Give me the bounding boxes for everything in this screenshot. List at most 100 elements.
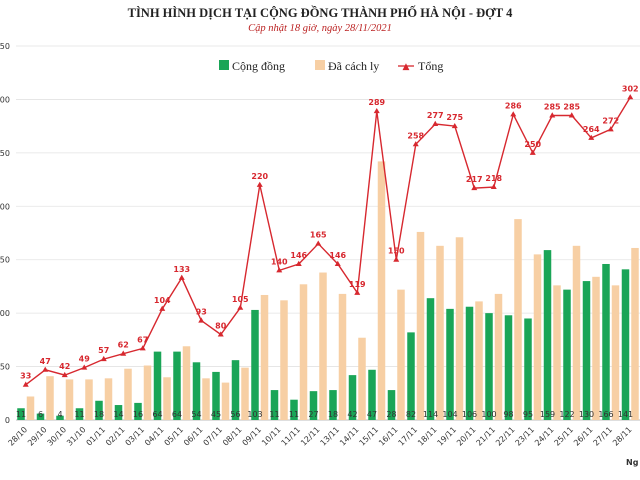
- bar-cong-dong: [17, 408, 25, 420]
- bar-da-cach-ly: [416, 231, 425, 420]
- total-point: [529, 149, 536, 155]
- x-tick-label: 15/11: [357, 425, 380, 448]
- x-tick-label: 24/11: [533, 425, 556, 448]
- x-tick-label: 27/11: [591, 425, 614, 448]
- bar-cong-dong: [368, 369, 376, 420]
- bar-label-cong-dong: 11: [16, 410, 26, 419]
- x-tick-label: 17/11: [396, 425, 419, 448]
- bar-label-cong-dong: 11: [269, 410, 279, 419]
- y-tick-label: 300: [0, 95, 10, 104]
- total-series-line: [25, 96, 631, 386]
- total-data-label: 250: [524, 140, 541, 149]
- total-data-label: 289: [368, 98, 385, 107]
- bar-da-cach-ly: [358, 337, 366, 420]
- bar-da-cach-ly: [494, 293, 503, 420]
- bar-da-cach-ly: [163, 377, 171, 420]
- total-point: [607, 126, 614, 132]
- total-point: [334, 260, 341, 266]
- bar-cong-dong: [582, 281, 591, 420]
- x-tick-label: 14/11: [338, 425, 361, 448]
- legend-swatch-cong-dong: [219, 60, 229, 70]
- bar-da-cach-ly: [338, 293, 347, 420]
- bar-cong-dong: [485, 313, 493, 420]
- bar-cong-dong: [212, 371, 220, 420]
- total-data-label: 47: [40, 357, 51, 366]
- total-point: [256, 181, 263, 187]
- chart-title: TÌNH HÌNH DỊCH TẠI CỘNG ĐỒNG THÀNH PHỐ H…: [127, 6, 513, 20]
- bar-label-cong-dong: 82: [406, 410, 416, 419]
- total-data-label: 49: [79, 355, 91, 364]
- total-point: [42, 366, 49, 372]
- total-data-label: 80: [215, 322, 227, 331]
- total-point: [315, 240, 322, 246]
- total-data-label: 285: [563, 102, 580, 111]
- total-data-label: 104: [154, 296, 171, 305]
- total-data-label: 277: [427, 111, 444, 120]
- total-point: [61, 371, 68, 378]
- total-data-label: 302: [622, 84, 639, 93]
- bars: 11 6 4 11 18 14 16 64 64 54 45 56 103 11 11 27 18 42 47 28 8…: [16, 161, 639, 421]
- x-tick-label: 13/11: [318, 425, 341, 448]
- total-point: [100, 355, 107, 362]
- total-data-label: 33: [20, 372, 31, 381]
- bar-da-cach-ly: [572, 245, 581, 420]
- bar-cong-dong: [329, 390, 337, 420]
- bar-da-cach-ly: [124, 368, 132, 420]
- total-data-label: 105: [232, 295, 249, 304]
- x-tick-label: 02/11: [104, 425, 127, 448]
- total-data-label: 218: [485, 174, 502, 183]
- total-point: [373, 107, 380, 114]
- bar-cong-dong: [602, 263, 610, 420]
- bar-cong-dong: [524, 318, 532, 420]
- bar-label-cong-dong: 64: [152, 410, 162, 419]
- total-point: [237, 304, 244, 310]
- bar-da-cach-ly: [553, 285, 561, 420]
- bar-cong-dong: [465, 306, 474, 420]
- total-point: [139, 345, 146, 351]
- bar-cong-dong: [231, 360, 240, 420]
- bar-label-cong-dong: 103: [247, 410, 262, 419]
- x-tick-label: 16/11: [377, 425, 400, 448]
- bar-da-cach-ly: [104, 378, 113, 420]
- bar-label-cong-dong: 64: [172, 410, 182, 419]
- total-point: [451, 122, 458, 129]
- bar-da-cach-ly: [26, 396, 35, 420]
- bar-cong-dong: [290, 399, 298, 420]
- bar-da-cach-ly: [377, 161, 386, 421]
- total-data-label: 67: [137, 335, 148, 344]
- bar-label-cong-dong: 106: [462, 410, 477, 419]
- bar-da-cach-ly: [514, 219, 522, 420]
- total-point: [549, 112, 556, 118]
- bar-label-cong-dong: 18: [328, 410, 338, 419]
- x-tick-label: 07/11: [201, 425, 224, 448]
- x-tick-label: 26/11: [572, 425, 595, 448]
- legend-marker-tong: ▲: [403, 62, 410, 72]
- bar-da-cach-ly: [455, 237, 464, 420]
- y-tick-label: 200: [0, 202, 10, 211]
- bar-da-cach-ly: [221, 382, 230, 420]
- bar-label-cong-dong: 28: [386, 410, 396, 419]
- bar-da-cach-ly: [85, 379, 93, 420]
- bar-da-cach-ly: [182, 346, 191, 420]
- total-point: [471, 184, 478, 191]
- bar-label-cong-dong: 6: [38, 410, 43, 419]
- total-point: [588, 134, 595, 140]
- total-point: [490, 183, 497, 190]
- x-tick-label: 19/11: [435, 425, 458, 448]
- x-tick-label: 30/10: [45, 425, 68, 448]
- bar-da-cach-ly: [631, 247, 639, 420]
- data-labels: 3347424957626710413393801052201401461651…: [20, 84, 638, 380]
- bar-label-cong-dong: 114: [423, 410, 438, 419]
- total-data-label: 165: [310, 231, 327, 240]
- bar-label-cong-dong: 27: [308, 410, 318, 419]
- bar-cong-dong: [36, 413, 45, 420]
- total-point: [510, 111, 517, 117]
- total-data-label: 93: [196, 308, 207, 317]
- x-tick-label: 28/11: [611, 425, 634, 448]
- bar-cong-dong: [270, 390, 279, 420]
- bar-label-cong-dong: 166: [598, 410, 613, 419]
- bar-label-cong-dong: 130: [579, 410, 594, 419]
- bar-da-cach-ly: [202, 378, 210, 420]
- x-tick-label: 22/11: [494, 425, 517, 448]
- x-tick-label: 10/11: [260, 425, 283, 448]
